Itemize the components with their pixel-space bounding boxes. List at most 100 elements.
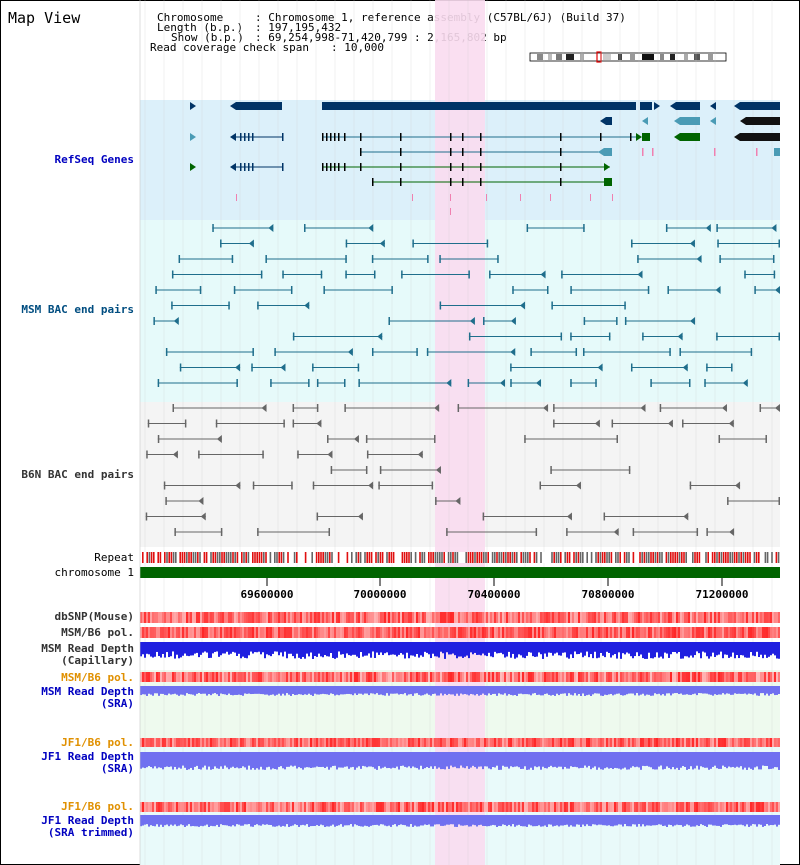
msm-b6-pol-sra-cell — [692, 672, 694, 682]
jf1-depth-sra-bar — [284, 752, 286, 770]
jf1-b6-pol-cell — [466, 738, 468, 747]
msm-bac-pair-end — [570, 286, 572, 294]
msm-depth-cap-bar — [520, 642, 522, 656]
gene-exon — [360, 133, 362, 141]
msm-b6-pol-cell — [496, 627, 498, 638]
jf1-b6-pol-trim-cell — [272, 802, 274, 812]
jf1-depth-sra-bar — [290, 752, 292, 766]
repeat-element — [304, 552, 307, 563]
jf1-depth-sra-bar — [434, 752, 436, 767]
repeat-element — [346, 552, 349, 563]
jf1-depth-sra-bar — [564, 752, 566, 767]
msm-b6-pol-sra-cell — [620, 672, 622, 682]
jf1-depth-sra-bar — [622, 752, 624, 769]
dbsnp-cell — [360, 612, 362, 623]
msm-depth-cap-bar — [352, 642, 354, 655]
msm-b6-pol-sra-cell — [502, 672, 504, 682]
jf1-depth-sra-bar — [750, 752, 752, 769]
repeat-element — [234, 552, 236, 563]
msm-depth-cap-bar — [734, 642, 736, 659]
jf1-depth-trim-bar — [204, 815, 206, 826]
dbsnp-cell — [606, 612, 608, 623]
jf1-depth-trim-bar — [544, 815, 546, 826]
jf1-b6-pol-trim-cell — [710, 802, 712, 812]
jf1-b6-pol-trim-cell — [212, 802, 214, 812]
jf1-depth-sra-bar — [214, 752, 216, 767]
msm-b6-pol-sra-cell — [222, 672, 224, 682]
msm-b6-pol-sra-cell — [408, 672, 410, 682]
jf1-depth-sra-bar — [584, 752, 586, 766]
b6n-bac-pair-end — [292, 419, 295, 428]
dbsnp-cell — [522, 612, 524, 623]
jf1-depth-sra-bar — [224, 752, 226, 766]
jf1-depth-sra-bar — [236, 752, 238, 768]
jf1-depth-sra-bar — [404, 752, 406, 767]
jf1-b6-pol-trim-cell — [394, 802, 396, 812]
msm-b6-pol-cell — [338, 627, 340, 638]
msm-depth-sra-bar — [186, 686, 188, 694]
dbsnp-cell — [714, 612, 716, 623]
msm-b6-pol-cell — [720, 627, 722, 638]
msm-depth-cap-bar — [256, 642, 258, 653]
repeat-element — [513, 552, 516, 563]
jf1-depth-sra-bar — [688, 752, 690, 769]
dbsnp-cell — [706, 612, 708, 623]
pseudo-mark — [450, 194, 451, 201]
jf1-depth-sra-bar — [358, 752, 360, 767]
msm-depth-cap-bar — [302, 642, 304, 657]
dbsnp-cell — [224, 612, 226, 623]
jf1-depth-trim-bar — [166, 815, 168, 825]
msm-depth-cap-bar — [286, 642, 288, 659]
jf1-b6-pol-cell — [598, 738, 600, 747]
msm-depth-cap-bar — [458, 642, 460, 657]
jf1-b6-pol-cell — [622, 738, 624, 747]
jf1-depth-trim-bar — [396, 815, 398, 827]
msm-depth-sra-bar — [692, 686, 694, 695]
jf1-b6-pol-cell — [586, 738, 588, 747]
msm-b6-pol-sra-cell — [242, 672, 244, 682]
msm-bac-pair-end — [274, 348, 276, 356]
msm-b6-pol-sra-cell — [160, 672, 162, 682]
msm-b6-pol-sra-cell — [258, 672, 260, 682]
jf1-b6-pol-trim-cell — [438, 802, 440, 812]
repeat-element — [456, 552, 459, 563]
msm-b6-pol-sra-cell — [170, 672, 172, 682]
msm-b6-pol-sra-cell — [666, 672, 668, 682]
repeat-element — [628, 552, 630, 563]
msm-depth-sra-bar — [624, 686, 626, 696]
msm-depth-cap-bar — [648, 642, 650, 653]
msm-bac-pair-end — [280, 363, 286, 372]
jf1-b6-pol-cell — [652, 738, 654, 747]
dbsnp-cell — [190, 612, 192, 623]
msm-b6-pol-sra-cell — [152, 672, 154, 682]
jf1-b6-pol-trim-cell — [724, 802, 726, 812]
msm-depth-cap-bar — [292, 642, 294, 657]
jf1-depth-sra-bar — [734, 752, 736, 768]
jf1-depth-sra-bar — [588, 752, 590, 766]
dbsnp-cell — [198, 612, 200, 623]
gene-exon — [338, 133, 340, 141]
b6n-bac-pair-end — [316, 404, 319, 412]
jf1-b6-pol-trim-cell — [240, 802, 242, 812]
jf1-depth-sra-bar — [444, 752, 446, 770]
msm-b6-pol-sra-cell — [538, 672, 540, 682]
jf1-depth-sra-bar — [642, 752, 644, 766]
msm-depth-cap-bar — [438, 642, 440, 658]
msm-depth-sra-bar — [198, 686, 200, 694]
msm-b6-pol-cell — [470, 627, 472, 638]
jf1-b6-pol-trim-cell — [412, 802, 414, 812]
msm-depth-sra-bar — [444, 686, 446, 694]
msm-depth-sra-bar — [470, 686, 472, 694]
gene-exon — [400, 148, 402, 156]
repeat-element — [747, 552, 749, 563]
jf1-depth-sra-bar — [534, 752, 536, 767]
b6n-bac-pair-end — [316, 419, 322, 428]
jf1-depth-trim-bar — [426, 815, 428, 825]
jf1-depth-sra-bar — [704, 752, 706, 768]
msm-depth-sra-bar — [316, 686, 318, 695]
jf1-depth-sra-bar — [362, 752, 364, 766]
msm-b6-pol-sra-cell — [332, 672, 334, 682]
jf1-depth-trim-bar — [754, 815, 756, 825]
jf1-depth-sra-bar — [392, 752, 394, 768]
